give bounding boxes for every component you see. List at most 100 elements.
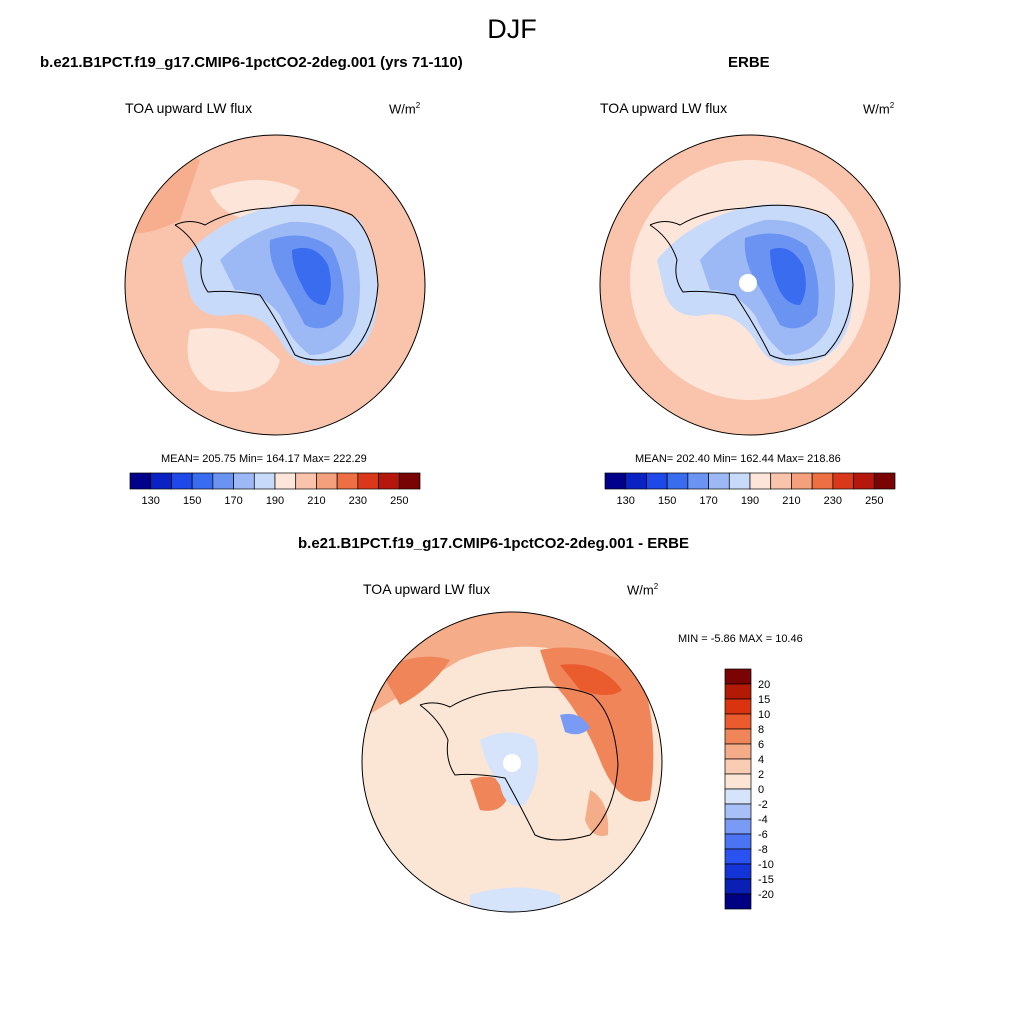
- colorbar-box: [129, 472, 152, 490]
- colorbar-box: [724, 863, 752, 880]
- colorbar-box: [191, 472, 214, 490]
- panel2-units: W/m2: [863, 101, 895, 117]
- panel1-coastline: [174, 204, 379, 361]
- colorbar-tick-label: 2: [758, 769, 764, 781]
- panel2-title: ERBE: [728, 54, 770, 71]
- colorbar-box: [212, 472, 234, 490]
- colorbar-tick-label: 190: [266, 495, 284, 507]
- colorbar-box: [233, 472, 255, 490]
- colorbar-box: [604, 472, 627, 490]
- panel3-hot-east: [560, 664, 622, 695]
- colorbar-box: [724, 758, 752, 775]
- colorbar-box: [724, 728, 752, 745]
- colorbar-tick-label: -6: [758, 829, 768, 841]
- colorbar-box: [749, 472, 772, 490]
- panel1-stats: MEAN= 205.75 Min= 164.17 Max= 222.29: [161, 453, 367, 465]
- panel2-variable: TOA upward LW flux: [600, 100, 728, 116]
- colorbar-box: [724, 833, 752, 850]
- colorbar-box: [811, 472, 834, 490]
- colorbar-box: [378, 472, 400, 490]
- colorbar-tick-label: 250: [390, 495, 408, 507]
- panel2-map: [599, 134, 901, 436]
- colorbar-tick-label: 0: [758, 784, 764, 796]
- colorbar-box: [724, 788, 752, 805]
- colorbar-box: [253, 472, 276, 490]
- colorbar-box: [724, 668, 752, 685]
- colorbar-box: [336, 472, 359, 490]
- panel1-variable: TOA upward LW flux: [125, 100, 253, 116]
- colorbar-box: [770, 472, 792, 490]
- colorbar-tick-label: 15: [758, 694, 770, 706]
- colorbar-tick-label: 20: [758, 679, 770, 691]
- panel3-cool-south: [470, 887, 560, 912]
- panel2-stats: MEAN= 202.40 Min= 162.44 Max= 218.86: [635, 453, 841, 465]
- colorbar-box: [724, 893, 752, 910]
- colorbar-tick-label: 230: [824, 495, 842, 507]
- colorbar-tick-label: -8: [758, 844, 768, 856]
- panel3-pole-hole: [503, 754, 521, 772]
- panel1-light-patch: [187, 328, 280, 392]
- colorbar-box: [687, 472, 709, 490]
- colorbar-box: [832, 472, 854, 490]
- panel3-warm-north: [362, 612, 662, 720]
- panel3-cool-patch: [560, 713, 590, 735]
- panel2-pole-hole: [739, 274, 757, 292]
- colorbar-box: [357, 472, 379, 490]
- colorbar-tick-label: -15: [758, 874, 774, 886]
- panel2-colorbar: 130150170190210230250270: [604, 472, 896, 507]
- colorbar-box: [295, 472, 317, 490]
- colorbar-box: [724, 743, 752, 760]
- panel2-coastline: [649, 204, 854, 361]
- colorbar-tick-label: 170: [699, 495, 717, 507]
- panel3-warm-patch2: [585, 790, 609, 836]
- panel2-antarctica-core: [770, 247, 806, 305]
- colorbar-box: [873, 472, 896, 490]
- colorbar-tick-label: 190: [741, 495, 759, 507]
- panel3-warm-west: [380, 656, 450, 705]
- colorbar-box: [724, 848, 752, 865]
- colorbar-box: [724, 698, 752, 715]
- colorbar-box: [316, 472, 338, 490]
- colorbar-tick-label: -4: [758, 814, 768, 826]
- panel3-stats: MIN = -5.86 MAX = 10.46: [678, 633, 803, 645]
- colorbar-tick-label: 130: [617, 495, 635, 507]
- colorbar-box: [274, 472, 297, 490]
- figure-title: DJF: [487, 14, 537, 44]
- colorbar-tick-label: 8: [758, 724, 764, 736]
- colorbar-tick-label: 210: [782, 495, 800, 507]
- colorbar-tick-label: -2: [758, 799, 768, 811]
- panel1-title: b.e21.B1PCT.f19_g17.CMIP6-1pctCO2-2deg.0…: [40, 54, 463, 71]
- colorbar-tick-label: 4: [758, 754, 764, 766]
- colorbar-box: [398, 472, 421, 490]
- panel3-variable: TOA upward LW flux: [363, 581, 491, 597]
- panel1-map-border: [124, 134, 426, 436]
- colorbar-box: [724, 773, 752, 790]
- panel1-colorbar: 130150170190210230250270: [129, 472, 421, 507]
- colorbar-box: [666, 472, 689, 490]
- colorbar-tick-label: 6: [758, 739, 764, 751]
- panel2-map-border: [599, 134, 901, 436]
- colorbar-tick-label: -10: [758, 859, 774, 871]
- panel3-title: b.e21.B1PCT.f19_g17.CMIP6-1pctCO2-2deg.0…: [298, 535, 689, 552]
- colorbar-box: [791, 472, 813, 490]
- panel3-units: W/m2: [627, 582, 659, 598]
- panel1-units: W/m2: [389, 101, 421, 117]
- colorbar-tick-label: 150: [658, 495, 676, 507]
- colorbar-box: [625, 472, 647, 490]
- colorbar-box: [724, 683, 752, 700]
- panel3-map: [361, 611, 663, 913]
- colorbar-box: [728, 472, 751, 490]
- colorbar-box: [724, 818, 752, 835]
- colorbar-box: [171, 472, 193, 490]
- colorbar-box: [708, 472, 730, 490]
- colorbar-tick-label: -20: [758, 889, 774, 901]
- panel3-warm-patch: [470, 776, 510, 811]
- colorbar-tick-label: 250: [865, 495, 883, 507]
- colorbar-tick-label: 170: [224, 495, 242, 507]
- colorbar-box: [724, 803, 752, 820]
- colorbar-tick-label: 230: [349, 495, 367, 507]
- panel3-coastline: [419, 686, 619, 841]
- panel1-antarctica-core: [292, 247, 331, 305]
- colorbar-box: [724, 878, 752, 895]
